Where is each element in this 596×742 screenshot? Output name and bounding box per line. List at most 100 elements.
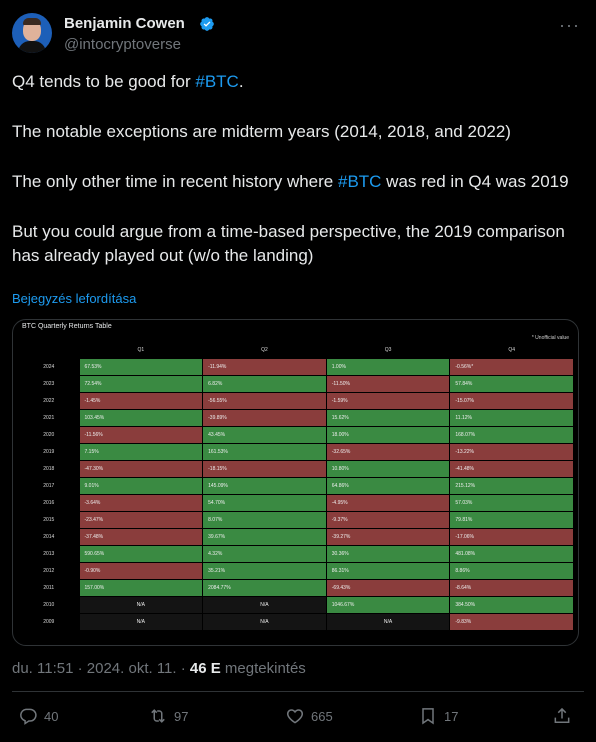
return-cell-q4: 57.03% [449, 493, 574, 512]
year-cell: 2018 [43, 465, 55, 472]
tweet-line-4: But you could argue from a time-based pe… [12, 222, 565, 265]
return-cell-q1: -1.45% [78, 391, 204, 410]
repost-icon [151, 709, 165, 723]
year-cell: 2022 [43, 397, 55, 404]
more-icon[interactable]: ··· [559, 15, 580, 35]
return-cell-q3: 1046.67% [325, 595, 451, 614]
bookmark-icon [422, 708, 434, 725]
return-cell-q4: -41.48% [449, 459, 574, 478]
table-row: 2015 -23.47% 8.07% -9.37% 79.81% [19, 510, 574, 529]
return-cell-q2: -39.89% [202, 408, 327, 427]
column-header: Q4 [508, 347, 516, 354]
return-cell-q3: -11.50% [325, 374, 451, 393]
return-cell-q4: 481.08% [449, 544, 574, 563]
year-cell: 2012 [43, 567, 55, 574]
divider [12, 691, 584, 692]
return-cell-q3: -1.59% [325, 391, 451, 410]
column-header [19, 343, 79, 358]
table-row: 2023 72.54% 6.82% -11.50% 57.84% [19, 374, 574, 393]
return-cell-q1: 103.45% [78, 408, 204, 427]
table-row: 2017 9.01% 145.09% 64.86% 215.12% [19, 476, 574, 495]
returns-table: Q1 Q2 Q3 Q4 2024 67.53% -11.94% 1.00% -0.56%… [19, 343, 574, 631]
return-cell-q3: 30.36% [325, 544, 451, 563]
chart-title: BTC Quarterly Returns Table [22, 323, 112, 330]
timestamp[interactable]: du. 11:51 · 2024. okt. 11. · [12, 660, 190, 677]
return-cell-q4: 57.84% [449, 374, 574, 393]
return-cell-q1: -47.30% [78, 459, 204, 478]
translate-link[interactable]: Bejegyzés lefordítása [12, 291, 137, 306]
tweet-text: Q4 tends to be good for #BTC. The notabl… [12, 70, 582, 268]
return-cell-q1: -23.47% [78, 510, 204, 529]
year-cell: 2015 [43, 516, 55, 523]
reply-button[interactable]: 40 [18, 706, 58, 726]
return-cell-q2: N/A [202, 612, 327, 631]
return-cell-q4: -15.07% [449, 391, 574, 410]
return-cell-q2: 43.45% [202, 425, 327, 444]
return-cell-q2: 39.67% [202, 527, 327, 546]
table-row: 2011 157.00% 2084.77% -69.43% -8.64% [19, 578, 574, 597]
table-row: 2019 7.15% 161.53% -32.65% -13.22% [19, 442, 574, 461]
return-cell-q1: -0.90% [78, 561, 204, 580]
return-cell-q3: -9.37% [325, 510, 451, 529]
tweet-line-1: Q4 tends to be good for #BTC. [12, 72, 244, 91]
action-bar: 40 97 665 17 [12, 706, 584, 736]
table-row: 2016 -3.64% 54.70% -4.95% 57.03% [19, 493, 574, 512]
media-image[interactable]: BTC Quarterly Returns Table * Unofficial… [12, 319, 579, 646]
author-name[interactable]: Benjamin Cowen [64, 15, 185, 32]
avatar[interactable] [12, 13, 52, 53]
chart-note: * Unofficial value [531, 335, 569, 341]
bookmark-count: 17 [444, 708, 459, 724]
return-cell-q3: 86.31% [325, 561, 451, 580]
return-cell-q3: 15.62% [325, 408, 451, 427]
return-cell-q1: -37.48% [78, 527, 204, 546]
return-cell-q3: 10.80% [325, 459, 451, 478]
year-cell: 2017 [43, 482, 55, 489]
return-cell-q4: -17.06% [449, 527, 574, 546]
return-cell-q1: N/A [78, 595, 204, 614]
return-cell-q4: -8.64% [449, 578, 574, 597]
year-cell: 2024 [43, 363, 55, 370]
return-cell-q1: 157.00% [78, 578, 204, 597]
return-cell-q3: -69.43% [325, 578, 451, 597]
return-cell-q1: -3.64% [78, 493, 204, 512]
return-cell-q2: N/A [202, 595, 327, 614]
return-cell-q4: 384.50% [449, 595, 574, 614]
like-icon [286, 709, 304, 724]
return-cell-q2: -18.15% [202, 459, 327, 478]
return-cell-q4: 215.12% [449, 476, 574, 495]
column-header: Q1 [137, 347, 145, 354]
views-label: megtekintés [220, 660, 306, 677]
hashtag-btc[interactable]: #BTC [195, 72, 239, 91]
column-header: Q2 [261, 347, 268, 354]
year-cell: 2009 [43, 618, 55, 625]
return-cell-q2: -11.94% [202, 357, 327, 376]
year-cell: 2013 [43, 550, 55, 557]
year-cell: 2019 [43, 448, 55, 455]
hashtag-btc[interactable]: #BTC [337, 172, 382, 191]
tweet-line-2: The notable exceptions are midterm years… [12, 122, 511, 141]
year-cell: 2020 [43, 431, 55, 438]
tweet-meta: du. 11:51 · 2024. okt. 11. · 46 E megtek… [12, 660, 306, 677]
table-row: 2020 -11.56% 43.45% 18.00% 168.07% [19, 425, 574, 444]
year-cell: 2010 [43, 601, 55, 608]
return-cell-q4: 11.12% [449, 408, 574, 427]
bookmark-button[interactable]: 17 [418, 706, 458, 726]
return-cell-q3: N/A [325, 612, 451, 631]
return-cell-q1: -11.56% [78, 425, 204, 444]
author-handle[interactable]: @intocryptoverse [64, 36, 181, 53]
table-row: 2010 N/A N/A 1046.67% 384.50% [19, 595, 574, 614]
repost-button[interactable]: 97 [148, 706, 188, 726]
table-row: 2018 -47.30% -18.15% 10.80% -41.48% [19, 459, 574, 478]
like-button[interactable]: 665 [285, 706, 333, 726]
return-cell-q2: 2084.77% [202, 578, 327, 597]
return-cell-q2: -56.55% [202, 391, 327, 410]
return-cell-q3: -4.95% [325, 493, 451, 512]
return-cell-q3: -32.65% [325, 442, 451, 461]
year-cell: 2021 [43, 414, 55, 421]
return-cell-q1: N/A [78, 612, 204, 631]
reply-icon [20, 708, 37, 725]
like-count: 665 [311, 708, 333, 724]
return-cell-q4: -9.83% [449, 612, 574, 631]
share-button[interactable] [552, 706, 572, 726]
tweet-header: Benjamin Cowen @intocryptoverse ··· [12, 13, 584, 57]
